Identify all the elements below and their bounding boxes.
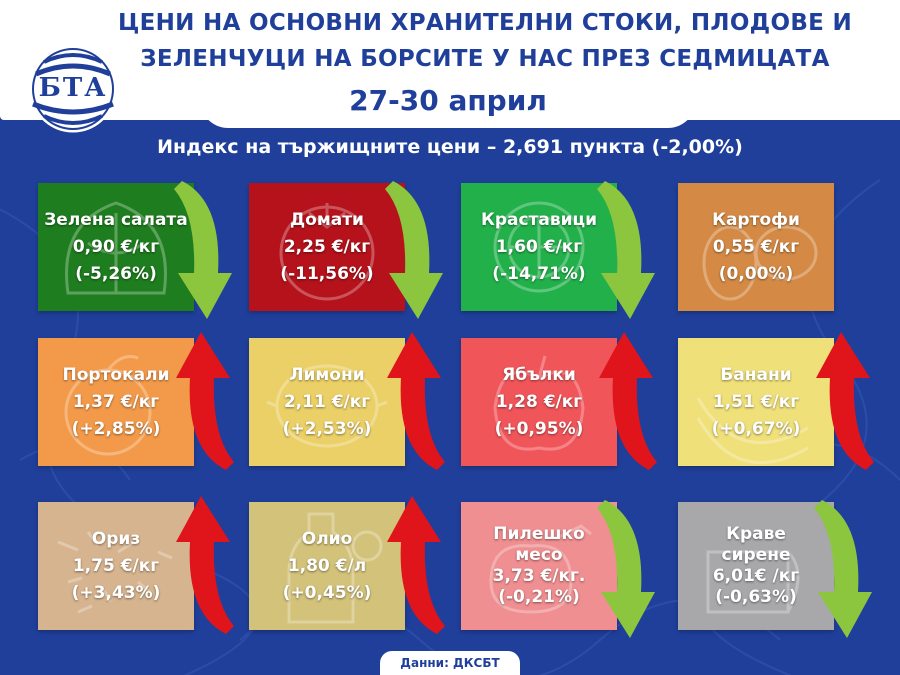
product-price: 0,90 €/кг xyxy=(72,236,160,257)
product-name: Картофи xyxy=(712,209,800,230)
product-price: 1,60 €/кг xyxy=(495,236,583,257)
product-text: Ориз 1,75 €/кг (+3,43%) xyxy=(38,502,194,630)
product-price: 0,55 €/кг xyxy=(712,236,800,257)
chicken-icon xyxy=(489,524,592,614)
product-card: Банани 1,51 €/кг (+0,67%) xyxy=(678,338,834,466)
product-price: 1,51 €/кг xyxy=(712,391,800,412)
arrow-up-icon xyxy=(816,332,874,470)
product-name: Краве сирене xyxy=(721,524,791,565)
lettuce-icon xyxy=(65,201,167,295)
rice-icon xyxy=(57,531,173,614)
arrow-up-icon xyxy=(176,496,234,634)
product-name: Портокали xyxy=(62,364,170,385)
product-card: Краве сирене 6,01€ /кг (-0,63%) xyxy=(678,502,834,630)
date-range: 27-30 април xyxy=(200,80,696,128)
product-text: Лимони 2,11 €/кг (+2,53%) xyxy=(249,338,405,466)
bta-logo: БТА xyxy=(22,44,124,134)
product-price: 6,01€ /кг xyxy=(712,566,800,586)
product-name: Банани xyxy=(720,364,792,385)
product-name: Ябълки xyxy=(502,364,576,385)
arrow-down-icon xyxy=(597,500,655,638)
product-card: Домати 2,25 €/кг (-11,56%) xyxy=(249,183,405,311)
arrow-down-icon xyxy=(814,500,872,638)
product-name: Ориз xyxy=(91,528,141,549)
product-price: 2,25 €/кг xyxy=(283,236,371,257)
product-change: (+0,45%) xyxy=(282,582,372,603)
product-change: (0,00%) xyxy=(718,263,794,284)
product-change: (+3,43%) xyxy=(71,582,161,603)
product-card: Олио 1,80 €/л (+0,45%) xyxy=(249,502,405,630)
arrow-up-icon xyxy=(387,496,445,634)
product-text: Ябълки 1,28 €/кг (+0,95%) xyxy=(461,338,617,466)
product-name: Зелена салата xyxy=(44,209,188,230)
lemon-icon xyxy=(266,364,388,448)
apple-icon xyxy=(493,355,585,451)
logo-text: БТА xyxy=(38,73,108,103)
product-change: (+0,95%) xyxy=(494,418,584,439)
product-card: Краставици 1,60 €/кг (-14,71%) xyxy=(461,183,617,311)
product-price: 1,75 €/кг xyxy=(72,555,160,576)
product-change: (+2,53%) xyxy=(282,418,372,439)
product-price: 1,37 €/кг xyxy=(72,391,160,412)
product-price: 1,80 €/л xyxy=(287,555,367,576)
product-text: Банани 1,51 €/кг (+0,67%) xyxy=(678,338,834,466)
globe-icon xyxy=(29,45,117,133)
product-change: (+0,67%) xyxy=(711,418,801,439)
arrow-down-icon xyxy=(385,181,443,319)
product-name: Домати xyxy=(290,209,364,230)
product-name: Краставици xyxy=(480,209,598,230)
arrow-down-icon xyxy=(174,181,232,319)
tomato-icon xyxy=(279,203,375,301)
product-card: Ябълки 1,28 €/кг (+0,95%) xyxy=(461,338,617,466)
product-change: (+2,85%) xyxy=(71,418,161,439)
product-text: Домати 2,25 €/кг (-11,56%) xyxy=(249,183,405,311)
product-card: Лимони 2,11 €/кг (+2,53%) xyxy=(249,338,405,466)
page-title-line-1: ЦЕНИ НА ОСНОВНИ ХРАНИТЕЛНИ СТОКИ, ПЛОДОВ… xyxy=(117,10,853,36)
product-change: (-11,56%) xyxy=(280,263,374,284)
product-change: (-0,63%) xyxy=(715,587,797,607)
page-title-line-2: ЗЕЛЕНЧУЦИ НА БОРСИТЕ У НАС ПРЕЗ СЕДМИЦАТ… xyxy=(140,46,830,72)
product-text: Краставици 1,60 €/кг (-14,71%) xyxy=(461,183,617,311)
product-name: Олио xyxy=(301,528,353,549)
product-change: (-0,21%) xyxy=(498,587,580,607)
product-card: Ориз 1,75 €/кг (+3,43%) xyxy=(38,502,194,630)
product-change: (-14,71%) xyxy=(492,263,586,284)
product-text: Зелена салата 0,90 €/кг (-5,26%) xyxy=(38,183,194,311)
orange-icon xyxy=(64,355,152,456)
product-text: Пилешко месо 3,73 €/кг. (-0,21%) xyxy=(461,502,617,630)
market-index-subtitle: Индекс на тържищните цени – 2,691 пункта… xyxy=(157,136,743,158)
arrow-up-icon xyxy=(387,332,445,470)
product-text: Портокали 1,37 €/кг (+2,85%) xyxy=(38,338,194,466)
product-card: Пилешко месо 3,73 €/кг. (-0,21%) xyxy=(461,502,617,630)
oil-bottle-icon xyxy=(287,512,383,624)
product-price: 1,28 €/кг xyxy=(495,391,583,412)
cucumber-icon xyxy=(493,201,585,293)
product-text: Краве сирене 6,01€ /кг (-0,63%) xyxy=(678,502,834,630)
cheese-icon xyxy=(706,550,800,614)
product-price: 3,73 €/кг. xyxy=(492,566,586,586)
product-price: 2,11 €/кг xyxy=(283,391,371,412)
product-name: Лимони xyxy=(289,364,365,385)
product-text: Олио 1,80 €/л (+0,45%) xyxy=(249,502,405,630)
arrow-down-icon xyxy=(597,181,655,319)
product-card: Зелена салата 0,90 €/кг (-5,26%) xyxy=(38,183,194,311)
arrow-up-icon xyxy=(176,332,234,470)
product-change: (-5,26%) xyxy=(75,263,157,284)
product-card: Картофи 0,55 €/кг (0,00%) xyxy=(678,183,834,311)
banana-icon xyxy=(696,397,809,464)
product-card: Портокали 1,37 €/кг (+2,85%) xyxy=(38,338,194,466)
product-text: Картофи 0,55 €/кг (0,00%) xyxy=(678,183,834,311)
potato-icon xyxy=(702,225,818,301)
product-name: Пилешко месо xyxy=(493,524,585,565)
arrow-up-icon xyxy=(599,332,657,470)
data-source: Данни: ДКСБТ xyxy=(380,651,520,675)
